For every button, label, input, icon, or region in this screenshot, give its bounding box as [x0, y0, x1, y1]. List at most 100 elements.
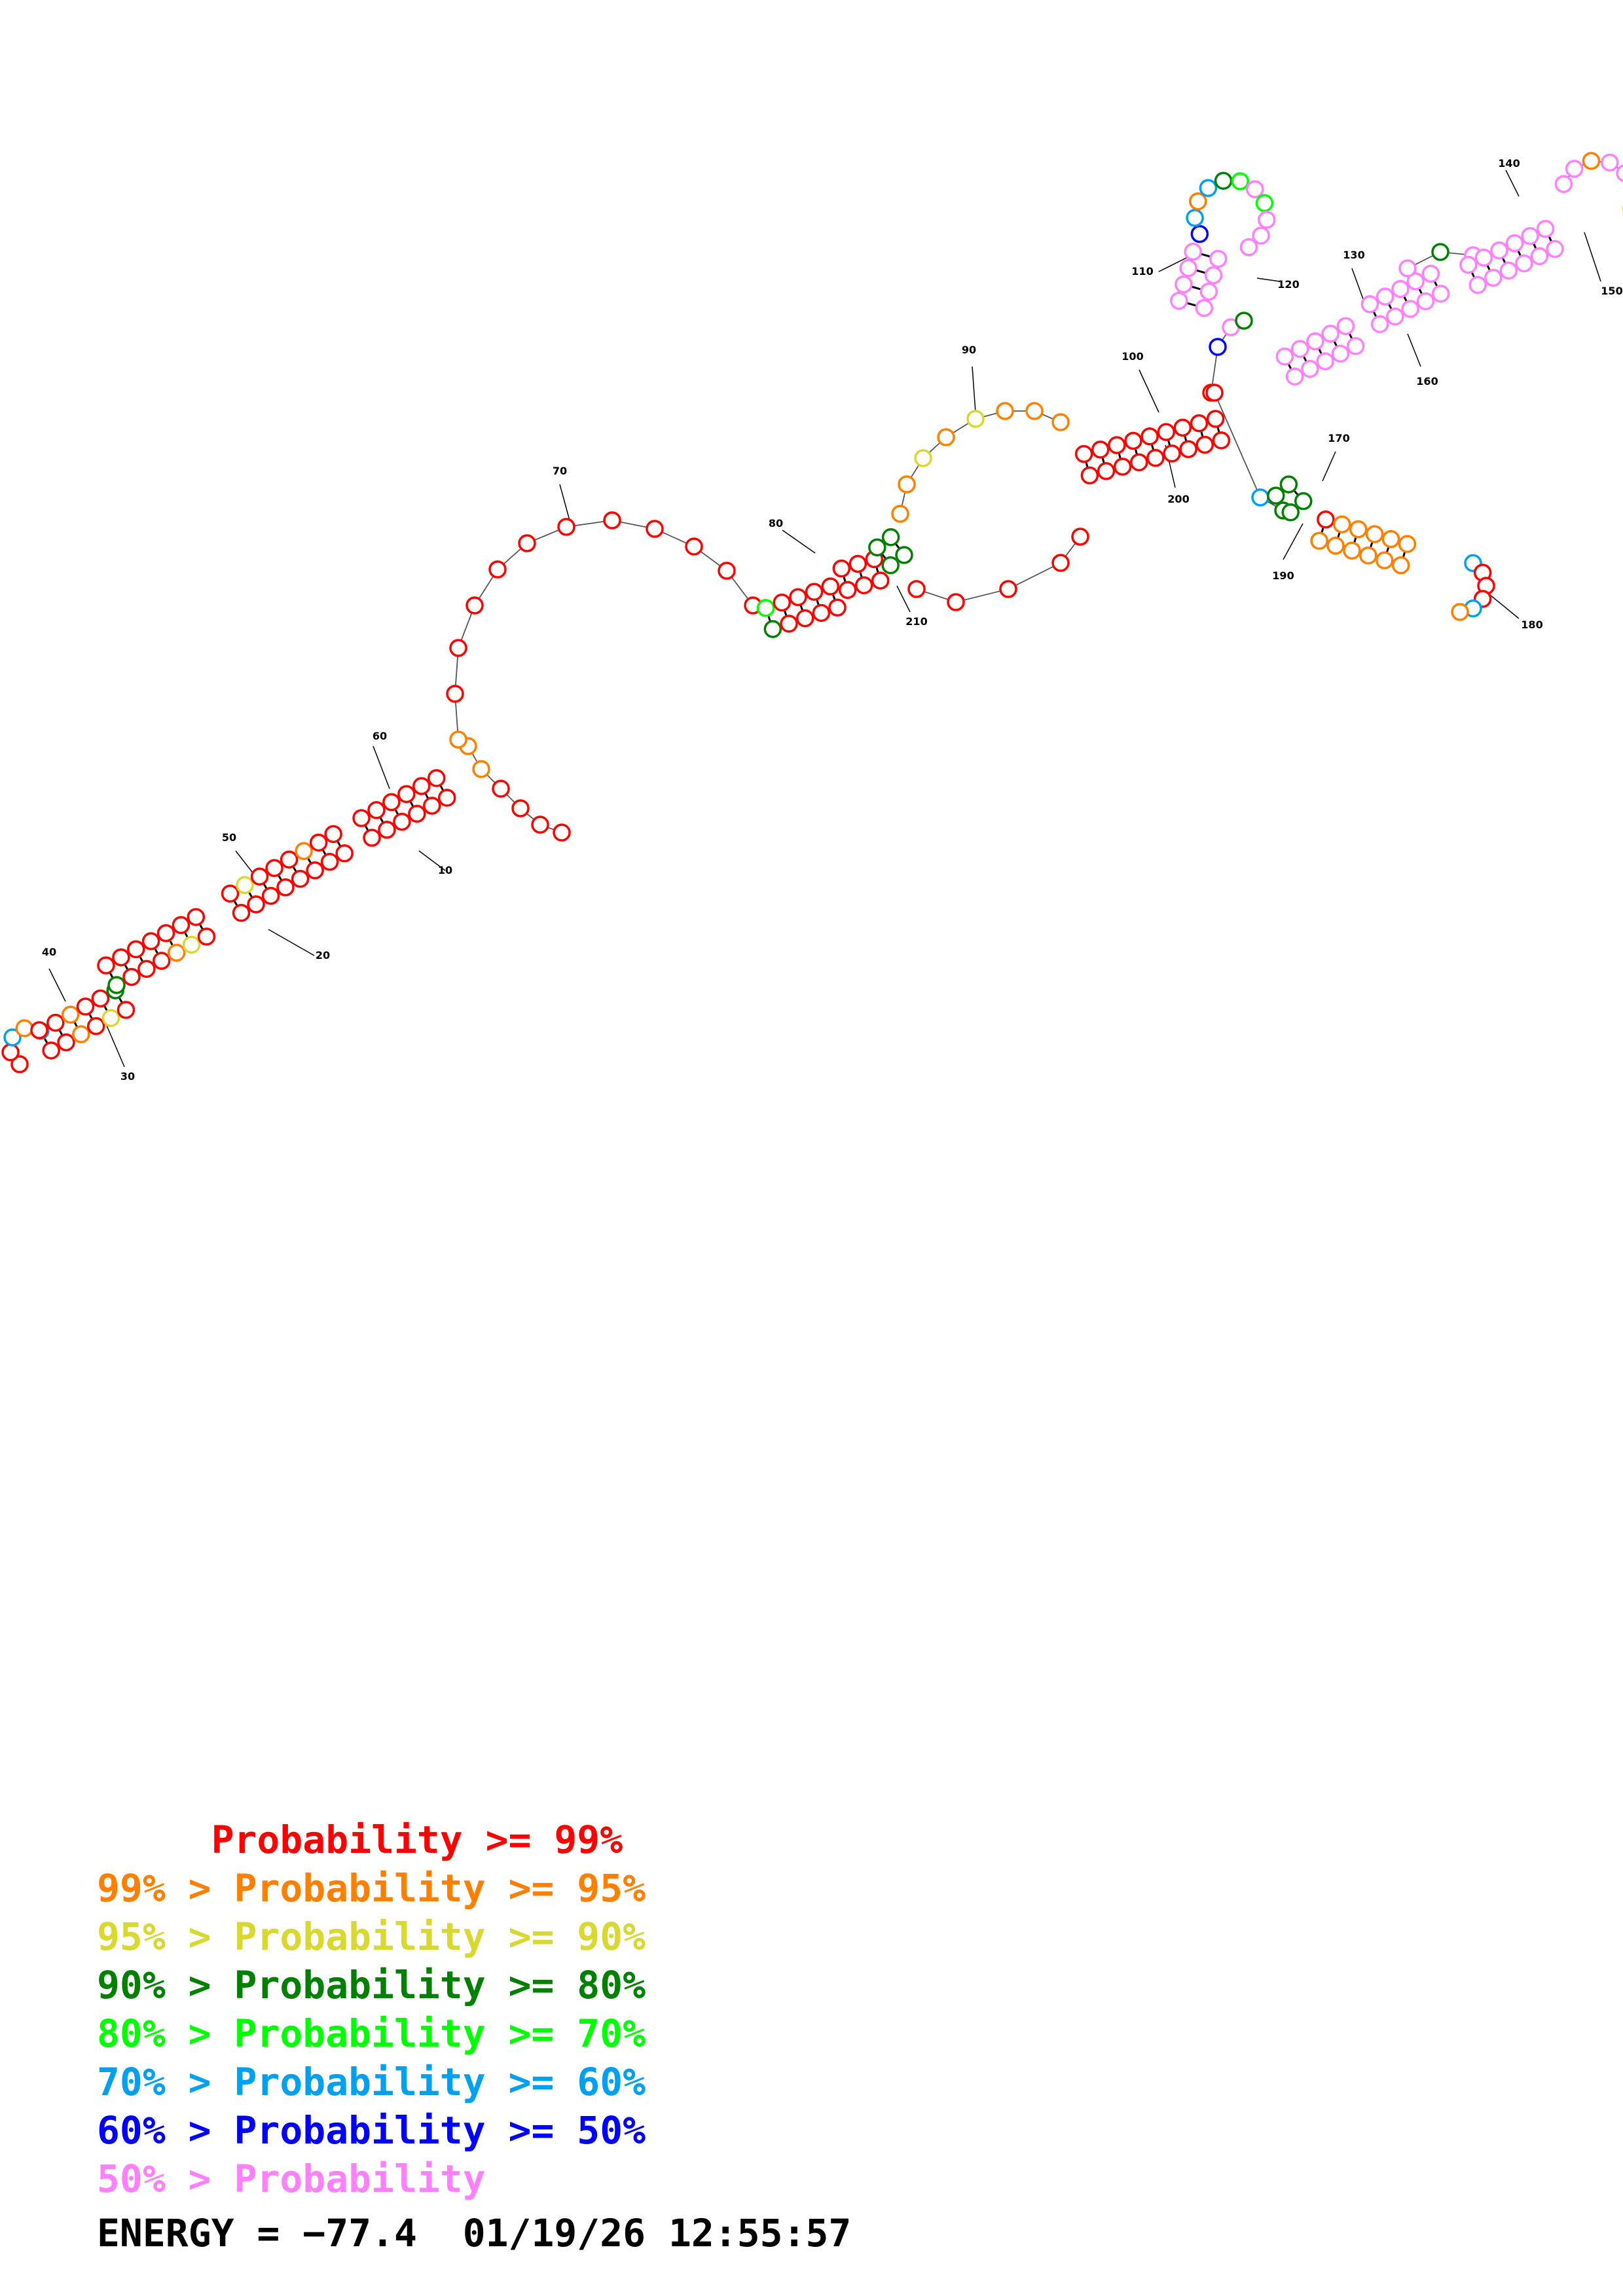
index-tick — [48, 968, 66, 1002]
nucleotide-node — [1301, 359, 1319, 378]
nucleotide-node — [1235, 312, 1253, 330]
nucleotide-node — [1279, 475, 1298, 493]
nucleotide-node — [1474, 248, 1493, 267]
nucleotide-node — [309, 833, 328, 852]
index-label: 190 — [1272, 569, 1294, 582]
index-label: 20 — [316, 949, 330, 961]
nucleotide-node — [42, 1041, 60, 1060]
index-tick — [104, 1020, 125, 1067]
index-label: 90 — [962, 344, 976, 356]
index-label: 100 — [1122, 350, 1143, 363]
nucleotide-node — [553, 823, 571, 842]
nucleotide-node — [172, 916, 191, 935]
index-tick — [972, 366, 976, 413]
index-label: 160 — [1416, 375, 1438, 387]
arc-70 — [454, 520, 754, 740]
index-tick — [1322, 451, 1336, 482]
nucleotide-node — [756, 599, 775, 617]
nucleotide-node — [868, 538, 886, 557]
nucleotide-node — [1214, 171, 1233, 190]
nucleotide-node — [1365, 525, 1384, 543]
nucleotide-node — [295, 842, 313, 861]
nucleotide-node — [1190, 224, 1209, 243]
nucleotide-node — [838, 581, 857, 600]
nucleotide-node — [1190, 414, 1209, 433]
nucleotide-node — [91, 989, 110, 1008]
nucleotide-node — [1386, 307, 1404, 326]
index-tick — [1505, 170, 1520, 197]
nucleotide-node — [1179, 259, 1197, 278]
nucleotide-node — [1530, 247, 1549, 266]
nucleotide-node — [1306, 332, 1324, 351]
nucleotide-node — [72, 1025, 90, 1043]
nucleotide-node — [182, 935, 201, 954]
nucleotide-node — [291, 870, 310, 888]
tail-5prime — [467, 745, 562, 833]
nucleotide-node — [156, 924, 175, 942]
nucleotide-node — [557, 518, 575, 536]
nucleotide-node — [449, 730, 467, 749]
nucleotide-node — [1206, 410, 1225, 428]
nucleotide-node — [832, 559, 851, 578]
nucleotide-node — [1359, 546, 1377, 565]
nucleotide-node — [898, 475, 916, 493]
nucleotide-node — [1212, 431, 1231, 450]
nucleotide-node — [907, 580, 926, 598]
nucleotide-node — [412, 777, 431, 795]
nucleotide-node — [1170, 291, 1188, 310]
nucleotide-node — [57, 1033, 75, 1052]
nucleotide-node — [1616, 164, 1623, 183]
nucleotide-node — [871, 571, 890, 590]
index-label: 40 — [42, 946, 56, 958]
nucleotide-node — [1108, 436, 1126, 454]
nucleotide-node — [408, 804, 426, 823]
nucleotide-node — [518, 534, 536, 552]
nucleotide-node — [812, 603, 831, 622]
nucleotide-node — [465, 596, 484, 615]
nucleotide-node — [1381, 529, 1400, 548]
index-label: 60 — [373, 730, 387, 742]
nucleotide-node — [947, 593, 965, 611]
nucleotide-node — [1349, 520, 1368, 539]
index-tick — [559, 484, 570, 521]
index-tick — [1351, 268, 1366, 305]
index-label: 210 — [905, 615, 927, 628]
nucleotide-node — [895, 546, 913, 564]
nucleotide-node — [1401, 300, 1419, 318]
nucleotide-node — [276, 878, 295, 897]
nucleotide-node — [1146, 448, 1165, 467]
index-label: 130 — [1343, 249, 1364, 261]
nucleotide-node — [1515, 254, 1533, 273]
nucleotide-node — [718, 562, 736, 580]
nucleotide-node — [197, 927, 216, 946]
nucleotide-node — [247, 895, 265, 914]
nucleotide-node — [306, 861, 324, 880]
nucleotide-node — [1184, 242, 1202, 261]
nucleotide-node — [1251, 488, 1269, 507]
index-label: 180 — [1521, 619, 1542, 631]
nucleotide-node — [427, 769, 446, 787]
nucleotide-node — [1091, 440, 1110, 459]
nucleotide-node — [1195, 298, 1213, 317]
nucleotide-node — [1209, 338, 1227, 356]
nucleotide-node — [1113, 457, 1132, 476]
nucleotide-node — [914, 449, 932, 467]
nucleotide-node — [137, 960, 156, 978]
nucleotide-node — [1398, 259, 1417, 278]
nucleotide-node — [1255, 194, 1274, 213]
nucleotide-node — [1331, 344, 1350, 363]
index-label: 30 — [120, 1070, 135, 1083]
nucleotide-node — [1257, 210, 1276, 229]
index-label: 70 — [553, 465, 567, 477]
nucleotide-node — [603, 511, 621, 529]
nucleotide-node — [1124, 431, 1142, 450]
nucleotide-node — [152, 952, 171, 970]
nucleotide-node — [1451, 603, 1469, 621]
nucleotide-node — [881, 528, 900, 547]
index-tick — [896, 585, 911, 613]
nucleotide-node — [1195, 435, 1214, 454]
nucleotide-node — [1239, 238, 1258, 257]
nucleotide-node — [1025, 402, 1044, 420]
nucleotide-node — [789, 588, 807, 607]
